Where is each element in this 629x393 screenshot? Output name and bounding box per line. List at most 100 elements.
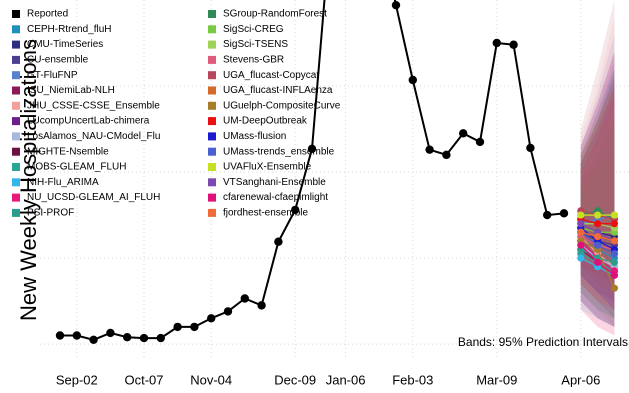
reported-point xyxy=(492,38,501,48)
plot-area xyxy=(55,0,619,344)
legend-swatch xyxy=(208,163,216,171)
reported-point xyxy=(307,144,317,154)
legend-label: NU_UCSD-GLEAM_AI_FLUH xyxy=(27,192,160,203)
legend-label: SigSci-CREG xyxy=(223,24,284,35)
legend-swatch xyxy=(208,101,216,110)
reported-point xyxy=(173,322,182,332)
legend-swatch xyxy=(208,86,216,95)
legend-label: LUcompUncertLab-chimera xyxy=(27,116,150,127)
reported-point xyxy=(274,237,283,246)
legend-swatch xyxy=(12,132,20,141)
legend-label: CMU-TimeSeries xyxy=(27,39,103,50)
legend-label: MOBS-GLEAM_FLUH xyxy=(27,162,126,173)
reported-point xyxy=(72,331,82,340)
forecast-point xyxy=(594,211,602,219)
forecast-point xyxy=(594,258,602,266)
grid xyxy=(40,0,629,357)
forecast-point xyxy=(594,241,602,249)
legend-swatch xyxy=(12,163,20,171)
reported-point xyxy=(543,210,552,220)
legend-swatch xyxy=(208,132,216,141)
reported-point xyxy=(526,143,535,153)
x-tick-label: Oct-07 xyxy=(124,372,163,387)
reported-point xyxy=(459,129,468,138)
legend-label: UM-DeepOutbreak xyxy=(223,116,308,127)
forecast-point xyxy=(610,211,619,219)
x-axis: Sep-02 Oct-07 Nov-04 Dec-09 Jan-06 Feb-03 Mar-… xyxy=(56,372,600,387)
reported-point xyxy=(509,40,518,49)
legend-swatch xyxy=(12,101,20,110)
reported-point xyxy=(223,307,233,316)
reported-point xyxy=(123,333,132,342)
legend-label: SigSci-TSENS xyxy=(223,39,288,50)
reported-point xyxy=(55,331,65,340)
legend-swatch xyxy=(208,117,216,126)
reported-point xyxy=(391,0,401,10)
x-tick-label: Apr-06 xyxy=(561,372,600,387)
legend-swatch xyxy=(12,55,20,64)
reported-point xyxy=(156,333,165,343)
reported-point xyxy=(442,150,451,160)
legend-swatch xyxy=(12,208,20,217)
legend-swatch xyxy=(12,86,20,95)
legend-swatch xyxy=(12,178,20,187)
legend-swatch xyxy=(208,208,216,217)
reported-point xyxy=(425,145,434,154)
forecast-point xyxy=(610,250,619,258)
forecast-point xyxy=(610,271,619,279)
legend-swatch xyxy=(12,117,20,126)
legend-swatch xyxy=(12,10,20,18)
prediction-band xyxy=(580,129,615,327)
forecast-point xyxy=(577,241,585,249)
legend-swatch xyxy=(208,40,216,49)
reported-point xyxy=(89,335,98,344)
forecast-point xyxy=(577,211,585,219)
forecast-point xyxy=(577,228,585,236)
legend-label: Stevens-GBR xyxy=(223,55,284,66)
forecast-point xyxy=(594,232,602,241)
legend-label: CEPH-Rtrend_fluH xyxy=(27,24,111,35)
legend-swatch xyxy=(208,71,216,80)
forecast-point xyxy=(594,220,602,228)
reported-line xyxy=(60,0,565,341)
legend-label: VTSanghani-Ensemble xyxy=(223,177,326,188)
x-tick-label: Mar-09 xyxy=(476,372,517,387)
annotation: Bands: 95% Prediction Intervals xyxy=(458,335,628,349)
legend-swatch xyxy=(208,25,216,34)
forecast-point xyxy=(610,284,619,292)
reported-point xyxy=(257,301,266,310)
reported-point xyxy=(291,205,300,215)
forecast-point xyxy=(610,237,619,245)
legend-swatch xyxy=(208,178,216,187)
legend-swatch xyxy=(208,193,216,202)
legend-swatch xyxy=(208,10,216,18)
legend-label: ISU_NiemiLab-NLH xyxy=(27,85,115,96)
legend-label: fjordhest-ensemble xyxy=(223,208,308,219)
legend-label: JHU_CSSE-CSSE_Ensemble xyxy=(27,100,160,111)
reported-point xyxy=(106,328,115,338)
legend-label: UGA_flucast-INFLAenza xyxy=(223,85,333,96)
legend-swatch xyxy=(12,193,20,202)
legend-swatch xyxy=(12,25,20,34)
reported-point xyxy=(139,333,149,343)
x-tick-label: Nov-04 xyxy=(190,372,232,387)
legend-label: UMass-flusion xyxy=(223,131,286,142)
legend-label: UGA_flucast-Copycat xyxy=(223,70,319,81)
legend-swatch xyxy=(208,55,216,64)
legend-swatch xyxy=(12,147,20,156)
legend-label: cfarenewal-cfaepimlight xyxy=(223,192,328,203)
x-tick-label: Jan-06 xyxy=(326,372,366,387)
legend-swatch xyxy=(12,40,20,49)
legend-label: CU-ensemble xyxy=(27,55,89,66)
legend-swatch xyxy=(12,71,20,80)
reported-point xyxy=(190,322,199,332)
reported-point xyxy=(240,294,249,303)
reported-point xyxy=(475,137,485,147)
legend-label: PSI-PROF xyxy=(27,208,74,219)
forecast-point xyxy=(577,254,585,262)
legend-label: MIGHTE-Nsemble xyxy=(27,146,109,157)
reported-point xyxy=(207,314,216,323)
legend-swatch xyxy=(208,147,216,156)
legend-label: SGroup-RandomForest xyxy=(223,9,327,20)
